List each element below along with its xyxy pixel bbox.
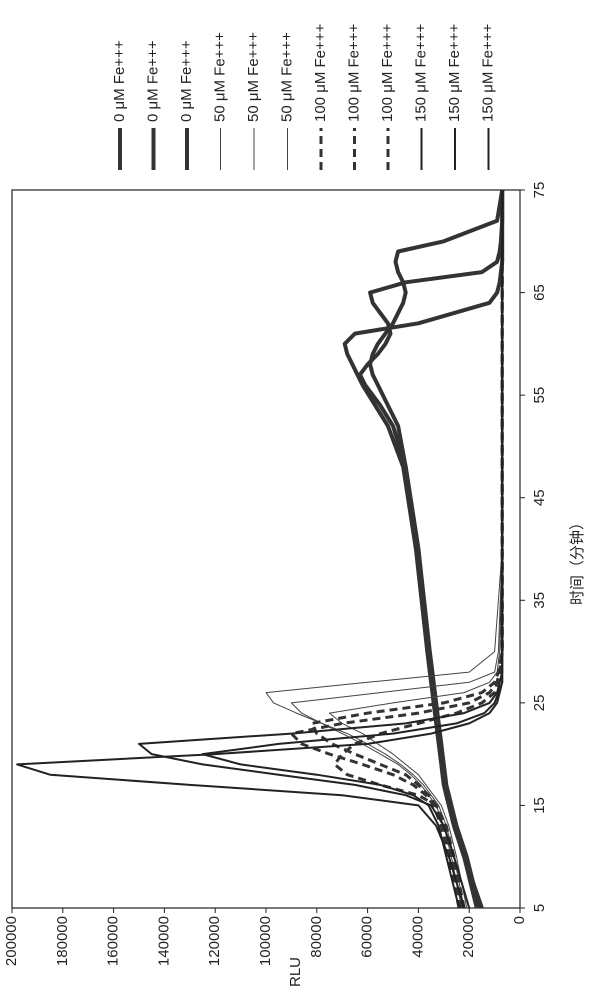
legend-label: 150 μM Fe+++ — [446, 23, 463, 122]
legend-label: 50 μM Fe+++ — [211, 32, 228, 122]
series-line — [310, 190, 504, 909]
x-tick-label: 35 — [531, 592, 548, 609]
x-tick-label: 25 — [531, 695, 548, 712]
plot-frame — [11, 189, 521, 909]
series-line — [289, 190, 504, 909]
y-tick-label: 200000 — [3, 916, 20, 966]
legend-label: 0 μM Fe+++ — [144, 40, 161, 122]
legend-label: 50 μM Fe+++ — [245, 32, 262, 122]
legend-label: 150 μM Fe+++ — [479, 23, 496, 122]
y-tick-label: 160000 — [105, 916, 122, 966]
y-tick-label: 0 — [511, 916, 528, 924]
y-tick-label: 80000 — [308, 916, 325, 958]
y-tick-label: 20000 — [460, 916, 477, 958]
y-tick-label: 120000 — [206, 916, 223, 966]
series-line — [16, 190, 504, 909]
x-tick-label: 45 — [531, 489, 548, 506]
y-tick-label: 60000 — [359, 916, 376, 958]
y-axis-label: RLU — [287, 957, 304, 987]
y-tick-label: 140000 — [155, 916, 172, 966]
rotated-plot: 时间（分钟） RLU 0 20000 40000 60000 80000 100000 12… — [3, 23, 586, 987]
series-line — [290, 190, 503, 909]
y-tick-label: 180000 — [54, 916, 71, 966]
y-tick-label: 40000 — [409, 916, 426, 958]
legend-label: 150 μM Fe+++ — [412, 23, 429, 122]
legend-label: 50 μM Fe+++ — [278, 32, 295, 122]
legend-label: 100 μM Fe+++ — [345, 23, 362, 122]
series-line — [342, 190, 505, 909]
legend-label: 0 μM Fe+++ — [178, 40, 195, 122]
y-tick-label: 100000 — [257, 916, 274, 966]
x-tick-label: 5 — [531, 904, 548, 912]
x-tick-label: 15 — [531, 797, 548, 814]
x-tick-label: 55 — [531, 387, 548, 404]
x-tick-label: 75 — [531, 182, 548, 199]
legend-label: 0 μM Fe+++ — [111, 40, 128, 122]
x-tick-label: 65 — [531, 284, 548, 301]
series-line — [201, 190, 504, 909]
legend-label: 100 μM Fe+++ — [312, 23, 329, 122]
series-line — [368, 189, 505, 909]
legend-label: 100 μM Fe+++ — [379, 23, 396, 122]
x-axis-label: 时间（分钟） — [569, 515, 586, 605]
